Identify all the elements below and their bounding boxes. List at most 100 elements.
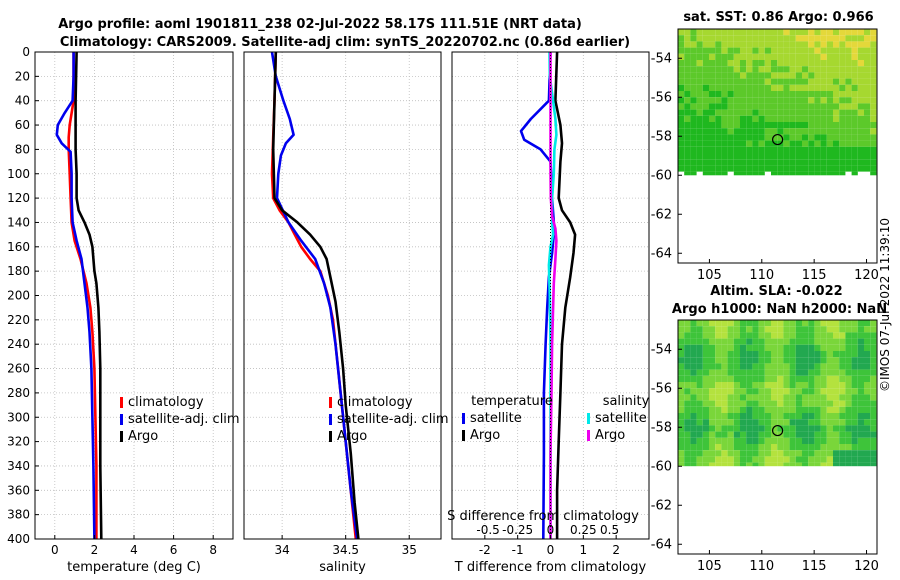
heatmap-cell — [814, 400, 821, 407]
heatmap-cell — [702, 394, 709, 401]
heatmap-cell — [777, 72, 784, 79]
heatmap-cell — [746, 35, 753, 42]
heatmap-cell — [733, 369, 740, 376]
heatmap-cell — [715, 128, 722, 135]
heatmap-cell — [814, 437, 821, 444]
heatmap-cell — [839, 84, 846, 91]
heatmap-cell — [678, 400, 685, 407]
heatmap-cell — [771, 369, 778, 376]
heatmap-cell — [733, 66, 740, 73]
heatmap-cell — [777, 84, 784, 91]
heatmap-cell — [839, 437, 846, 444]
x-tick-label: 120 — [854, 268, 879, 283]
heatmap-cell — [690, 60, 697, 67]
heatmap-cell — [839, 146, 846, 153]
heatmap-cell — [702, 332, 709, 339]
heatmap-cell — [870, 153, 877, 160]
heatmap-cell — [702, 363, 709, 370]
heatmap-cell — [746, 394, 753, 401]
heatmap-cell — [783, 91, 790, 98]
top-x-axis-label: S difference from climatology — [447, 509, 639, 524]
y-tick-label: 260 — [7, 362, 30, 376]
x-tick-label: 0 — [51, 543, 59, 557]
heatmap-cell — [702, 153, 709, 160]
heatmap-cell — [777, 413, 784, 420]
heatmap-cell — [857, 363, 864, 370]
heatmap-cell — [752, 115, 759, 122]
heatmap-cell — [795, 60, 802, 67]
heatmap-cell — [783, 122, 790, 129]
heatmap-cell — [721, 382, 728, 389]
heatmap-cell — [795, 146, 802, 153]
heatmap-cell — [851, 115, 858, 122]
heatmap-cell — [870, 41, 877, 48]
heatmap-cell — [715, 60, 722, 67]
heatmap-cell — [709, 159, 716, 166]
heatmap-cell — [802, 400, 809, 407]
heatmap-cell — [820, 84, 827, 91]
heatmap-cell — [733, 115, 740, 122]
heatmap-cell — [826, 456, 833, 463]
heatmap-cell — [740, 165, 747, 172]
heatmap-cell — [721, 122, 728, 129]
heatmap-cell — [709, 165, 716, 172]
heatmap-cell — [783, 338, 790, 345]
x-tick-label: 8 — [209, 543, 217, 557]
heatmap-cell — [833, 437, 840, 444]
heatmap-cell — [721, 165, 728, 172]
heatmap-cell — [870, 84, 877, 91]
heatmap-cell — [740, 431, 747, 438]
heatmap-cell — [864, 369, 871, 376]
heatmap-cell — [684, 29, 691, 36]
heatmap-cell — [696, 320, 703, 327]
heatmap-cell — [764, 115, 771, 122]
heatmap-cell — [783, 134, 790, 141]
heatmap-cell — [678, 444, 685, 451]
heatmap-cell — [702, 140, 709, 147]
heatmap-cell — [789, 153, 796, 160]
heatmap-cell — [777, 462, 784, 467]
heatmap-cell — [795, 78, 802, 85]
heatmap-cell — [845, 35, 852, 42]
heatmap-cell — [764, 437, 771, 444]
heatmap-cell — [845, 400, 852, 407]
heatmap-cell — [740, 78, 747, 85]
heatmap-cell — [758, 35, 765, 42]
legend-swatch — [329, 414, 332, 425]
heatmap-cell — [771, 165, 778, 172]
heatmap-cell — [740, 53, 747, 60]
heatmap-cell — [733, 388, 740, 395]
heatmap-cell — [802, 375, 809, 382]
heatmap-cell — [721, 66, 728, 73]
heatmap-cell — [678, 369, 685, 376]
heatmap-cell — [833, 382, 840, 389]
heatmap-cell — [678, 140, 685, 147]
heatmap-cell — [709, 425, 716, 432]
heatmap-cell — [740, 84, 747, 91]
heatmap-cell — [820, 134, 827, 141]
heatmap-cell — [870, 413, 877, 420]
heatmap-cell — [678, 72, 685, 79]
heatmap-cell — [851, 35, 858, 42]
heatmap-cell — [702, 351, 709, 358]
heatmap-cell — [820, 78, 827, 85]
heatmap-cell — [808, 338, 815, 345]
top-x-tick-label: -0.5 — [476, 523, 499, 537]
heatmap-cell — [789, 351, 796, 358]
heatmap-cell — [857, 53, 864, 60]
heatmap-cell — [678, 338, 685, 345]
heatmap-cell — [795, 382, 802, 389]
heatmap-cell — [721, 369, 728, 376]
heatmap-cell — [802, 338, 809, 345]
heatmap-cell — [746, 109, 753, 116]
heatmap-cell — [795, 450, 802, 457]
heatmap-cell — [857, 60, 864, 67]
heatmap-cell — [826, 419, 833, 426]
heatmap-cell — [702, 159, 709, 166]
heatmap-cell — [702, 60, 709, 67]
heatmap-cell — [845, 146, 852, 153]
heatmap-cell — [696, 425, 703, 432]
heatmap-cell — [709, 41, 716, 48]
heatmap-cell — [833, 431, 840, 438]
heatmap-cell — [758, 437, 765, 444]
